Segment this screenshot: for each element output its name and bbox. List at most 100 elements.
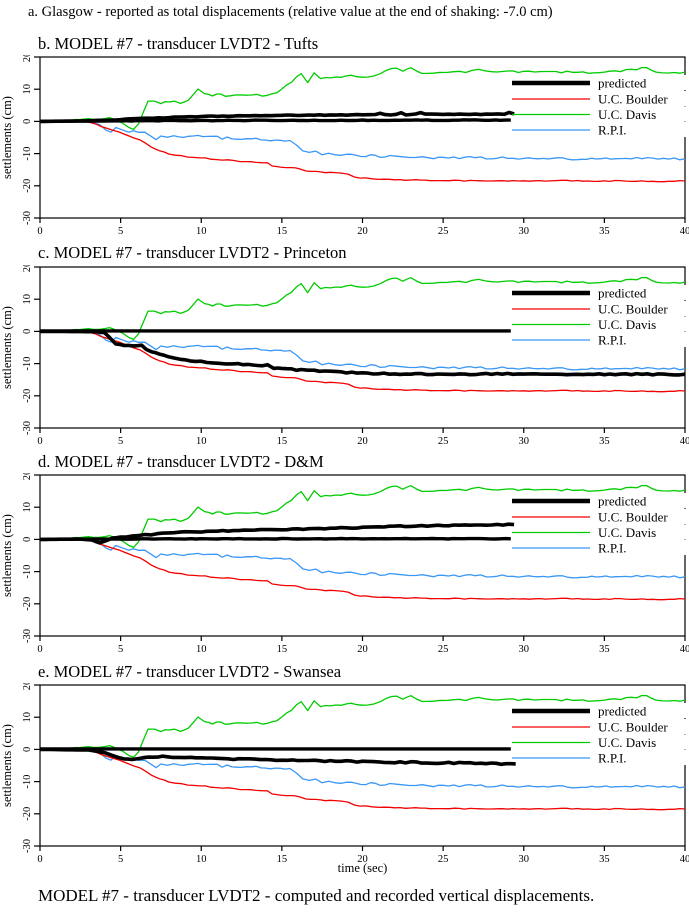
series-r-p-i-line <box>39 120 686 161</box>
x-axis-tick-label: 20 <box>357 854 368 865</box>
legend-label: U.C. Davis <box>598 525 656 540</box>
legend-text-bg <box>594 540 689 555</box>
legend-label: U.C. Davis <box>598 107 656 122</box>
y-axis: 20 10 0 -10 -20 -30 <box>22 55 40 225</box>
legend-text-bg <box>594 106 689 122</box>
series-predicted-line <box>40 536 511 542</box>
legend-label: predicted <box>598 286 647 301</box>
y-axis-title: settlements (cm) <box>0 514 14 597</box>
y-axis-tick-label: -30 <box>22 211 33 225</box>
series-r-p-i-line <box>39 330 686 371</box>
x-axis-tick-label: 20 <box>357 226 368 237</box>
chart-panel-b: 20 10 0 -10 -20 -30 settlements (cm) 0 5 10 15 20 25… <box>0 55 689 237</box>
panel-e-title: e. MODEL #7 - transducer LVDT2 - Swansea <box>38 662 342 681</box>
x-axis-tick-label: 35 <box>599 644 610 655</box>
x-axis: 0 5 10 15 20 25 30 35 40 <box>37 846 689 865</box>
legend-entry-r-p-i: R.P.I. <box>512 332 689 348</box>
legend-text-bg <box>594 703 689 718</box>
y-axis-title: settlements (cm) <box>0 96 14 179</box>
x-axis-tick-label: 25 <box>438 644 449 655</box>
legend-label: R.P.I. <box>598 541 627 556</box>
legend-entry-predicted: predicted <box>512 75 689 91</box>
series-u-c-boulder-line <box>40 120 686 183</box>
legend-entry-r-p-i: R.P.I. <box>512 122 689 138</box>
legend-label: U.C. Boulder <box>598 92 668 107</box>
y-axis-tick-label: 0 <box>22 329 33 334</box>
x-axis-tick-label: 15 <box>277 644 288 655</box>
y-axis-tick-label: 20 <box>22 683 33 690</box>
legend-text-bg <box>594 301 689 316</box>
legend-entry-predicted: predicted <box>512 703 689 719</box>
y-axis-tick-label: 10 <box>22 502 33 513</box>
legend-text-bg <box>594 122 689 137</box>
x-axis-tick-label: 10 <box>196 644 207 655</box>
legend-label: U.C. Davis <box>598 735 656 750</box>
x-axis: 0 5 10 15 20 25 30 35 40 <box>37 428 689 447</box>
legend-text-bg <box>594 750 689 765</box>
y-axis-tick-label: -20 <box>22 597 33 611</box>
x-axis-tick-label: 0 <box>37 644 42 655</box>
legend-label: predicted <box>598 494 647 509</box>
header-note: a. Glasgow - reported as total displacem… <box>28 4 553 20</box>
y-axis-tick-label: 10 <box>22 712 33 723</box>
x-axis-tick-label: 0 <box>37 436 42 447</box>
y-axis-tick-label: -20 <box>22 179 33 193</box>
legend-entry-r-p-i: R.P.I. <box>512 750 689 766</box>
x-axis-label: time (sec) <box>337 861 388 875</box>
legend-label: U.C. Boulder <box>598 510 668 525</box>
series-u-c-boulder-line <box>40 538 686 601</box>
legend-entry-predicted: predicted <box>512 285 689 301</box>
legend-entry-u-c-boulder: U.C. Boulder <box>512 301 689 317</box>
y-axis-tick-label: -20 <box>22 807 33 821</box>
x-axis-tick-label: 25 <box>438 854 449 865</box>
series-r-p-i-line <box>39 538 686 579</box>
chart-panel-e: 20 10 0 -10 -20 -30 settlements (cm) 0 5 10 15 20 25… <box>0 683 689 865</box>
y-axis-tick-label: -30 <box>22 421 33 435</box>
x-axis: 0 5 10 15 20 25 30 35 40 <box>37 218 689 237</box>
x-axis: 0 5 10 15 20 25 30 35 40 <box>37 636 689 655</box>
y-axis-tick-label: -10 <box>22 775 33 789</box>
y-axis-tick-label: 0 <box>22 537 33 542</box>
legend-label: U.C. Davis <box>598 317 656 332</box>
legend-entry-u-c-boulder: U.C. Boulder <box>512 719 689 735</box>
x-axis-tick-label: 40 <box>680 226 689 237</box>
y-axis-title: settlements (cm) <box>0 306 14 389</box>
legend-entry-u-c-boulder: U.C. Boulder <box>512 509 689 525</box>
x-axis-tick-label: 5 <box>118 226 123 237</box>
x-axis-tick-label: 30 <box>519 644 530 655</box>
x-axis-tick-label: 5 <box>118 854 123 865</box>
figure-caption: MODEL #7 - transducer LVDT2 - computed a… <box>38 886 595 905</box>
chart-panel-c: 20 10 0 -10 -20 -30 settlements (cm) 0 5 10 15 20 25… <box>0 265 689 447</box>
x-axis-tick-label: 30 <box>519 226 530 237</box>
y-axis-tick-label: 20 <box>22 265 33 272</box>
chart-panel-d: 20 10 0 -10 -20 -30 settlements (cm) 0 5 10 15 20 25… <box>0 473 689 655</box>
panel-d-title: d. MODEL #7 - transducer LVDT2 - D&M <box>38 452 324 471</box>
x-axis-tick-label: 10 <box>196 436 207 447</box>
y-axis-tick-label: 10 <box>22 84 33 95</box>
y-axis: 20 10 0 -10 -20 -30 <box>22 265 40 435</box>
legend-label: R.P.I. <box>598 123 627 138</box>
y-axis-tick-label: 0 <box>22 119 33 124</box>
x-axis-tick-label: 5 <box>118 436 123 447</box>
x-axis-tick-label: 10 <box>196 226 207 237</box>
x-axis-tick-label: 0 <box>37 226 42 237</box>
legend-entry-u-c-davis: U.C. Davis <box>512 316 689 332</box>
legend-label: U.C. Boulder <box>598 720 668 735</box>
legend-text-bg <box>594 75 689 90</box>
legend-text-bg <box>594 91 689 106</box>
x-axis-tick-label: 40 <box>680 644 689 655</box>
x-axis-tick-label: 10 <box>196 854 207 865</box>
x-axis-tick-label: 35 <box>599 436 610 447</box>
x-axis-tick-label: 35 <box>599 226 610 237</box>
legend-label: predicted <box>598 704 647 719</box>
series-u-c-boulder-line <box>40 748 686 811</box>
legend-text-bg <box>594 719 689 734</box>
series-predicted-line <box>40 118 511 124</box>
legend-entry-u-c-davis: U.C. Davis <box>512 106 689 122</box>
y-axis-tick-label: -10 <box>22 357 33 371</box>
y-axis-tick-label: -30 <box>22 839 33 853</box>
legend-text-bg <box>594 493 689 508</box>
y-axis-tick-label: 0 <box>22 747 33 752</box>
